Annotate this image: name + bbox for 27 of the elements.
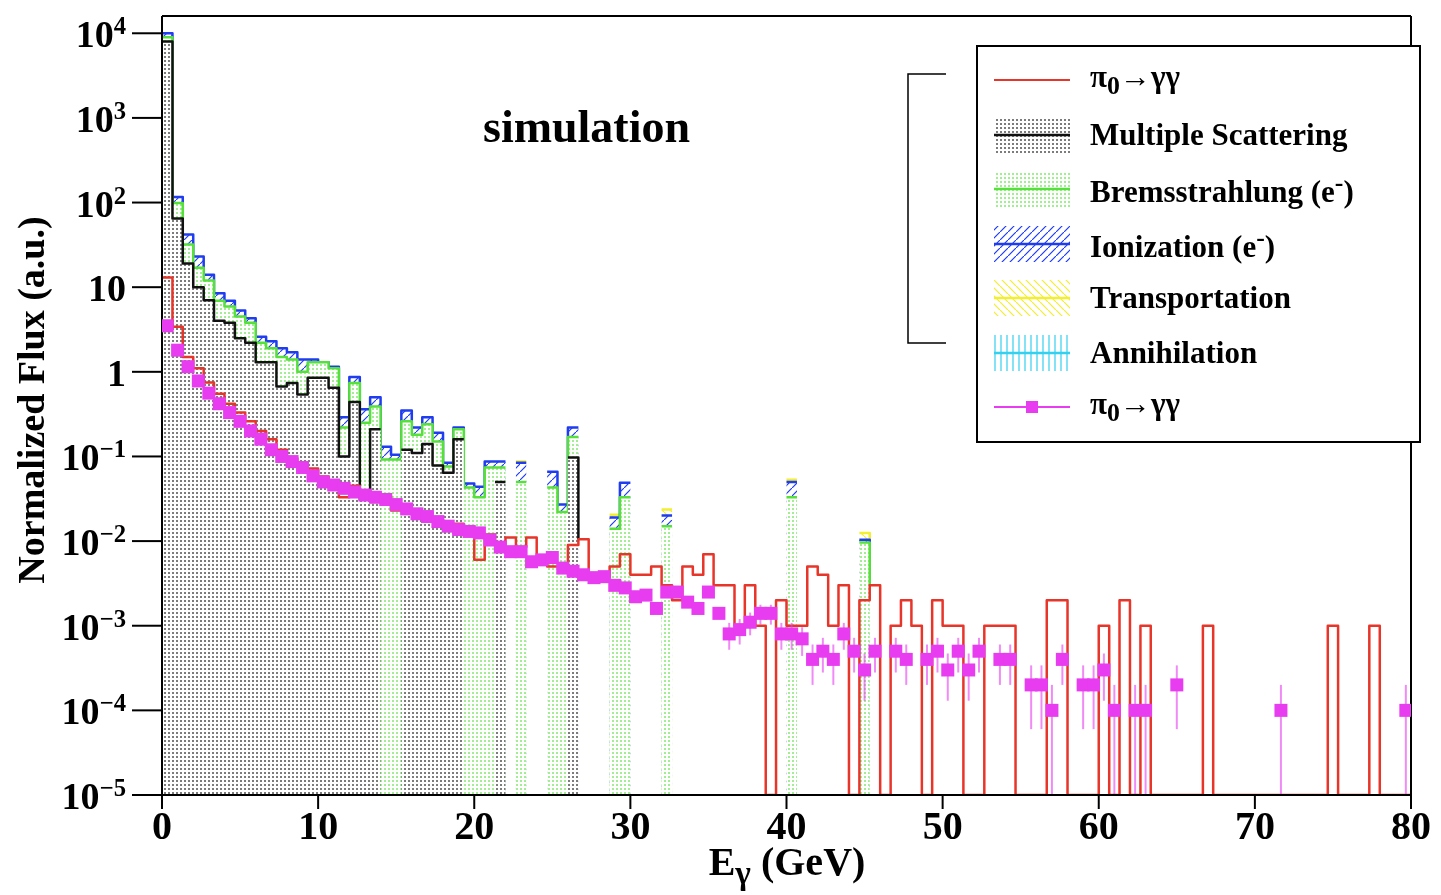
x-tick-label: 50 [922,803,963,848]
y-tick-label: 10$^{−1}$ [61,434,126,479]
y-axis-title: Normalized Flux (a.u.) [9,215,53,586]
x-tick-label: 60 [1078,803,1119,848]
y-tick-label: 10$^{3}$ [75,96,126,140]
legend-label: Bremsstrahlung (e$^{-}$) [1090,168,1354,211]
y-tick-label: 1 [107,351,126,394]
x-tick-label: 0 [152,803,172,848]
y-tick-label: 10 [88,267,126,310]
y-tick-label: 10$^{−2}$ [61,519,126,564]
legend-label: Ionization (e$^{-}$) [1090,222,1276,265]
legend-label: π$_{0}$→γγ [1090,386,1180,429]
legend-label: π$_{0}$→γγ [1090,59,1180,102]
y-tick-label: 10$^{4}$ [75,11,126,56]
y-tick-label: 10$^{−4}$ [61,688,126,733]
y-tick-label: 10$^{−5}$ [61,773,126,817]
x-tick-label: 80 [1391,803,1431,848]
legend-label: Transportation [1090,280,1291,317]
y-tick-label: 10$^{2}$ [75,181,126,225]
x-tick-label: 10 [298,803,339,848]
y-tick-label: 10$^{−3}$ [61,604,126,648]
x-tick-label: 20 [454,803,495,848]
x-tick-label: 30 [610,803,651,848]
x-tick-label: 70 [1234,803,1275,848]
legend-label: Annihilation [1090,334,1258,371]
legend-label: Multiple Scattering [1090,116,1348,153]
annotation: simulation [483,100,691,153]
